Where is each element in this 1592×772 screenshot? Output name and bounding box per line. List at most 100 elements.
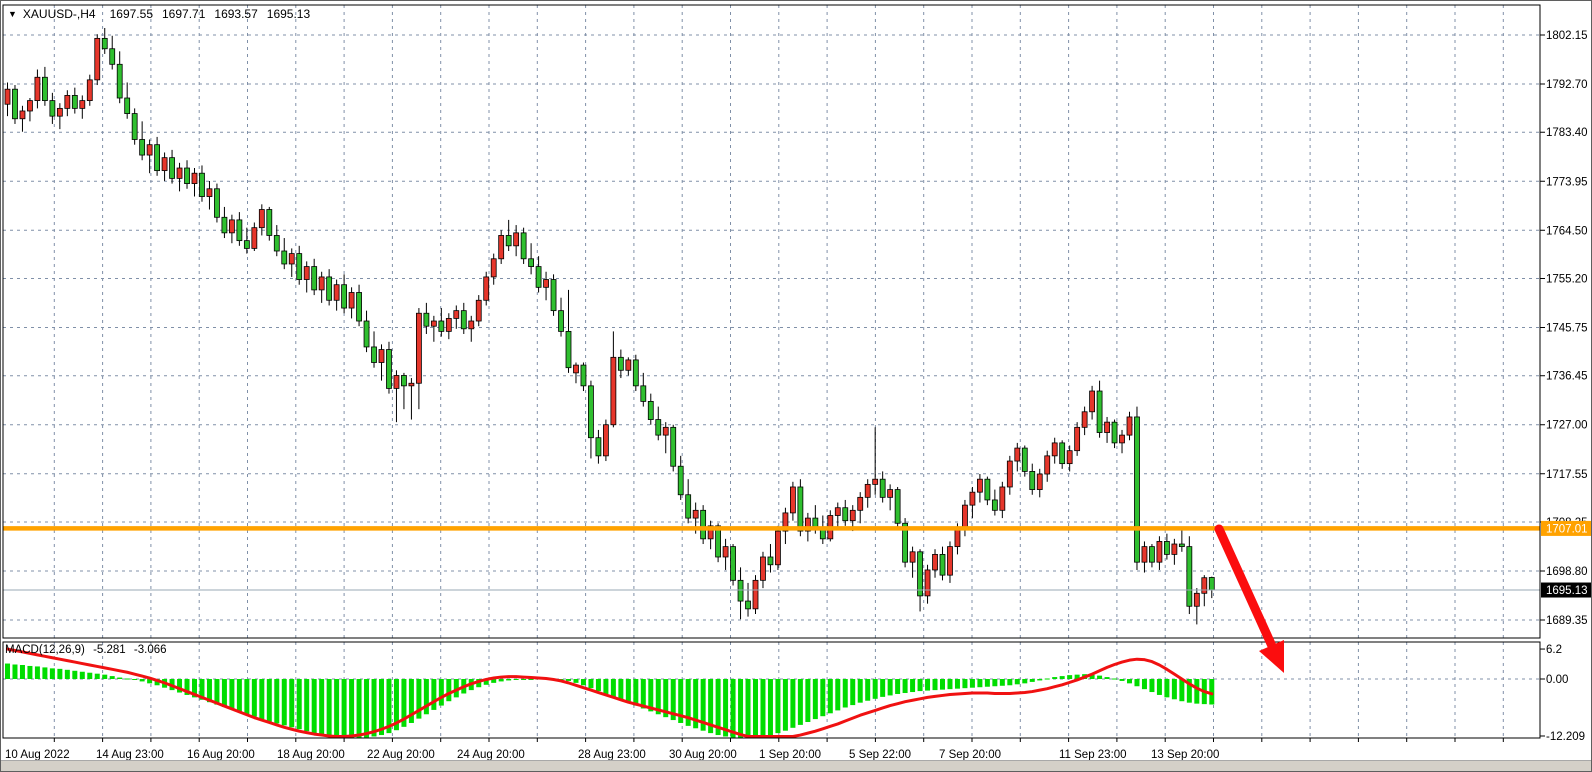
candle-body — [251, 227, 258, 249]
symbol-period-label: XAUUSD-,H4 — [22, 7, 96, 21]
candle-body — [670, 426, 677, 467]
candle-body — [258, 209, 265, 229]
candle-body — [857, 496, 864, 511]
macd-histogram-bar — [1171, 679, 1177, 700]
candle-body — [834, 507, 841, 516]
candle-body — [632, 359, 639, 387]
candle-body — [1036, 473, 1043, 490]
macd-histogram-bar — [767, 679, 773, 736]
candle-body — [939, 553, 946, 576]
time-axis-label: 14 Aug 23:00 — [96, 749, 164, 761]
candle-body — [139, 139, 146, 156]
candle-body — [782, 512, 789, 532]
candle-body — [430, 320, 437, 327]
candle-body — [558, 310, 564, 332]
candle-body — [184, 167, 190, 184]
macd-histogram-bar — [1037, 679, 1043, 681]
macd-histogram-bar — [857, 679, 863, 703]
candle-body — [221, 216, 228, 234]
macd-histogram-bar — [872, 679, 878, 699]
macd-histogram-bar — [1044, 678, 1050, 680]
candle-body — [460, 310, 467, 330]
macd-histogram-bar — [940, 679, 945, 690]
macd-histogram-bar — [723, 679, 729, 737]
candle-body — [894, 489, 901, 524]
candle-body — [483, 276, 490, 301]
candle-body — [565, 330, 572, 369]
macd-histogram-bar — [603, 679, 609, 694]
candle-body — [917, 551, 923, 597]
candle-body — [101, 37, 108, 50]
candle-body — [273, 235, 280, 252]
macd-histogram-bar — [954, 679, 960, 689]
candle-body — [236, 219, 243, 242]
hline-price-label: 1707.01 — [1546, 523, 1588, 535]
macd-histogram-bar — [1164, 679, 1170, 698]
trend-arrow-head — [1259, 640, 1284, 673]
candle-body — [378, 349, 385, 363]
macd-histogram-bar — [393, 679, 399, 731]
time-axis-label: 13 Sep 20:00 — [1151, 749, 1219, 761]
macd-histogram-bar — [236, 679, 242, 712]
macd-histogram-bar — [1119, 679, 1125, 681]
macd-histogram-bar — [1067, 675, 1073, 679]
candle-body — [505, 235, 512, 247]
hline-price-label-box — [1541, 520, 1591, 536]
candle-body — [326, 276, 333, 301]
candle-body — [700, 509, 707, 540]
macd-name: MACD(12,26,9) — [5, 644, 85, 656]
macd-histogram-bar — [356, 679, 362, 738]
macd-histogram-bar — [895, 679, 901, 694]
symbol-dropdown-icon[interactable]: ▼ — [8, 9, 17, 19]
macd-histogram-bar — [109, 676, 115, 679]
candle-body — [513, 232, 520, 247]
candle-body — [1059, 442, 1066, 465]
candle-body — [947, 546, 953, 576]
macd-histogram-bar — [700, 679, 706, 731]
candle-body — [79, 100, 86, 109]
trend-arrow — [1214, 524, 1277, 651]
candle-body — [752, 579, 759, 610]
macd-histogram-bar — [992, 679, 998, 687]
macd-histogram-bar — [319, 679, 325, 735]
macd-histogram-bar — [1029, 679, 1035, 682]
macd-histogram-bar — [693, 679, 699, 729]
candle-body — [977, 478, 983, 493]
candle-body — [42, 76, 48, 102]
macd-axis-label: 6.2 — [1546, 644, 1562, 656]
macd-histogram-bar — [805, 679, 811, 723]
macd-axis-label: 0.00 — [1546, 674, 1568, 686]
time-axis-label: 22 Aug 20:00 — [367, 749, 435, 761]
price-tick-label: 1717.55 — [1546, 469, 1588, 481]
time-axis-label: 5 Sep 22:00 — [849, 749, 911, 761]
candle-body — [647, 401, 654, 420]
macd-histogram-bar — [887, 679, 893, 696]
candle-body — [902, 522, 908, 563]
candle-body — [1126, 416, 1133, 436]
candle-body — [333, 284, 340, 301]
candle-body — [109, 48, 116, 65]
candle-body — [1044, 455, 1051, 475]
macd-histogram-bar — [1052, 677, 1058, 679]
candle-body — [685, 494, 692, 519]
candle-body — [797, 486, 804, 532]
macd-histogram-bar — [214, 679, 220, 705]
price-tick-label: 1745.75 — [1546, 323, 1588, 335]
candle-body — [722, 546, 729, 558]
candle-body — [393, 375, 400, 389]
macd-histogram-bar — [925, 679, 931, 691]
candle-body — [1171, 543, 1178, 555]
macd-histogram-bar — [154, 679, 160, 686]
macd-histogram-bar — [72, 670, 78, 679]
macd-histogram-bar — [453, 679, 459, 698]
candle-body — [610, 356, 617, 426]
candle-body — [962, 504, 968, 529]
macd-histogram-bar — [251, 679, 257, 717]
macd-histogram-bar — [685, 679, 691, 726]
macd-histogram-bar — [1134, 679, 1140, 687]
candle-body — [214, 188, 220, 218]
macd-histogram-bar — [5, 663, 10, 679]
candle-body — [191, 172, 198, 184]
